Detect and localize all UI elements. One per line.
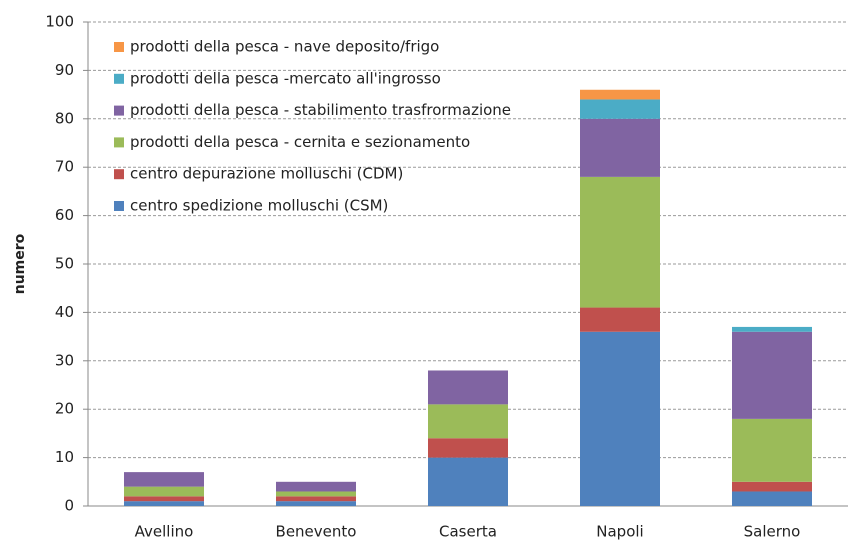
bar-segment xyxy=(580,307,660,332)
y-tick-label: 40 xyxy=(55,303,74,321)
y-tick-label: 0 xyxy=(64,497,74,515)
legend-label: prodotti della pesca - cernita e seziona… xyxy=(130,133,470,151)
bar-segment xyxy=(732,491,812,506)
bar-segment xyxy=(276,491,356,497)
legend-label: centro spedizione molluschi (CSM) xyxy=(130,197,388,215)
bar-segment xyxy=(732,326,812,332)
bar-segment xyxy=(428,457,508,506)
bar-segment xyxy=(276,481,356,492)
x-tick-label: Benevento xyxy=(276,523,357,541)
x-tick-label: Salerno xyxy=(744,523,801,541)
bar-segment xyxy=(124,472,204,487)
y-tick-label: 50 xyxy=(55,255,74,273)
legend-swatch xyxy=(114,201,124,211)
bar-segment xyxy=(732,331,812,419)
legend-swatch xyxy=(114,73,124,84)
bar-segment xyxy=(580,176,660,308)
legend-swatch xyxy=(114,42,124,52)
y-tick-label: 10 xyxy=(55,448,74,466)
legend-swatch xyxy=(114,169,124,180)
bar-segment xyxy=(124,501,204,506)
bar-segment xyxy=(124,486,204,497)
bar-segment xyxy=(580,331,660,506)
bar-segment xyxy=(580,118,660,177)
legend-label: prodotti della pesca - stabilimento tras… xyxy=(130,101,511,119)
bar-segment xyxy=(276,501,356,506)
legend-label: centro depurazione molluschi (CDM) xyxy=(130,165,403,183)
legend-label: prodotti della pesca - nave deposito/fri… xyxy=(130,38,439,56)
x-tick-label: Napoli xyxy=(596,523,643,541)
bar-segment xyxy=(732,418,812,482)
x-tick-label: Avellino xyxy=(135,523,194,541)
legend-swatch xyxy=(114,137,124,148)
bar-segment xyxy=(732,481,812,492)
y-tick-label: 80 xyxy=(55,109,74,127)
bar-segment xyxy=(428,404,508,439)
bar-segment xyxy=(276,496,356,502)
x-tick-label: Caserta xyxy=(439,523,497,541)
bar-segment xyxy=(428,438,508,458)
y-tick-label: 90 xyxy=(55,61,74,79)
bar-segment xyxy=(580,89,660,100)
bar-segment xyxy=(428,370,508,405)
y-tick-label: 70 xyxy=(55,158,74,176)
y-tick-label: 60 xyxy=(55,206,74,224)
y-tick-label: 100 xyxy=(45,13,74,31)
bar-segment xyxy=(580,99,660,119)
y-tick-label: 20 xyxy=(55,400,74,418)
bar-segment xyxy=(124,496,204,502)
y-tick-label: 30 xyxy=(55,351,74,369)
y-axis-label: numero xyxy=(12,233,28,294)
legend-swatch xyxy=(114,105,124,116)
legend-label: prodotti della pesca -mercato all'ingros… xyxy=(130,69,441,87)
